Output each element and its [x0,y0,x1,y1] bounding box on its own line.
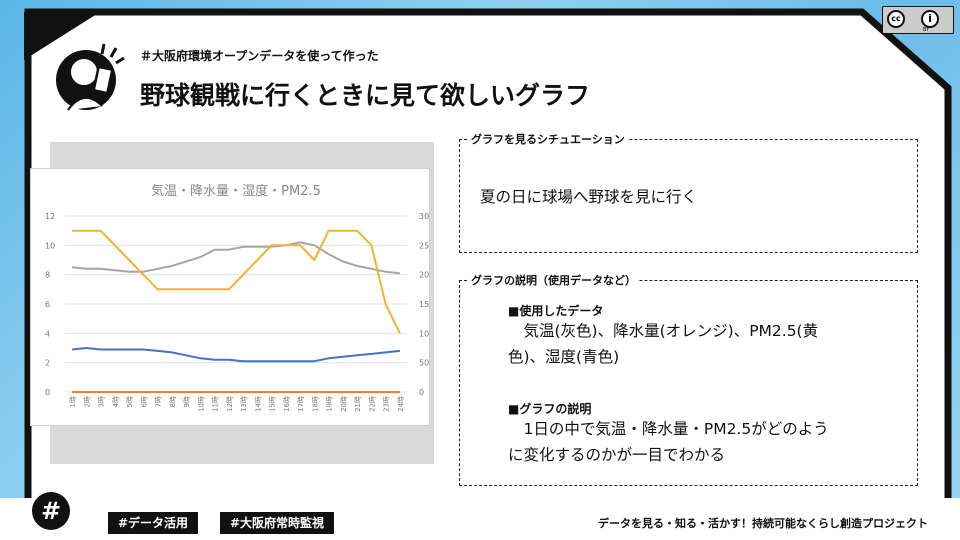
header-tagline: ＃大阪府環境オープンデータを使って作った [140,49,379,63]
line-chart: 気温・降水量・湿度・PM2.5 0 2 4 6 8 10 12 0 50 100 150 200 250 3… [45,183,429,412]
by-label: BY [923,27,930,33]
y-right-tick-label: 0 [419,388,424,397]
y-left-tick-label: 12 [45,212,55,221]
situation-label: グラフを見るシチュエーション [468,131,628,147]
x-tick-label: 23時 [383,396,391,412]
x-tick-label: 18時 [311,396,319,412]
y-right-tick-label: 250 [419,241,429,250]
chart-card: 気温・降水量・湿度・PM2.5 0 2 4 6 8 10 12 0 50 100 150 200 250 3… [30,168,430,426]
description-label: グラフの説明（使用データなど） [468,272,639,288]
x-tick-label: 15時 [269,396,277,412]
x-tick-label: 17時 [297,396,305,412]
explain-heading: ■グラフの説明 [508,402,592,416]
x-tick-label: 14時 [254,396,262,412]
y-right-tick-label: 100 [419,329,429,338]
chart-title: 気温・降水量・湿度・PM2.5 [151,183,321,199]
x-tick-label: 11時 [212,396,220,412]
x-tick-label: 21時 [354,396,362,412]
x-tick-label: 7時 [155,396,163,407]
explain-line-2: に変化するのかが一目でわかる [508,446,726,464]
x-tick-label: 1時 [69,396,77,407]
x-tick-label: 12時 [226,396,234,412]
x-tick-label: 2時 [83,396,91,407]
series-line [71,347,401,363]
y-left-tick-label: 6 [45,300,50,309]
tag-data-usage[interactable]: #データ活用 [108,512,199,534]
x-tick-label: 10時 [197,396,205,412]
situation-text: 夏の日に球場へ野球を見に行く [480,188,698,206]
x-tick-label: 20時 [340,396,348,412]
description-box [459,280,918,486]
x-tick-label: 3時 [98,396,106,407]
situation-box [459,139,918,253]
hash-logo: # [32,492,70,530]
tag-osaka-monitoring[interactable]: #大阪府常時監視 [220,512,335,534]
y-left-tick-label: 2 [45,359,50,368]
x-tick-label: 5時 [126,396,134,407]
series-line [71,241,401,275]
y-right-tick-label: 50 [419,359,429,368]
y-left-tick-label: 8 [45,271,50,280]
x-tick-label: 22時 [368,396,376,412]
person-phone-icon [56,43,125,111]
x-tick-label: 19時 [326,396,334,412]
cc-license-badge: cc i BY [882,6,954,34]
x-tick-label: 8時 [169,396,177,407]
x-tick-label: 13時 [240,396,248,412]
data-heading: ■使用したデータ [508,304,604,318]
x-tick-label: 24時 [397,396,405,412]
explain-line-1: 1日の中で気温・降水量・PM2.5がどのよう [508,420,829,438]
y-right-tick-label: 300 [419,212,429,221]
x-tick-label: 6時 [140,396,148,407]
y-left-tick-label: 4 [45,329,50,338]
data-line-2: 色)、湿度(青色) [508,348,620,366]
y-left-tick-label: 10 [45,241,55,250]
page-title: 野球観戦に行くときに見て欲しいグラフ [140,81,591,110]
x-tick-label: 16時 [283,396,291,412]
x-tick-label: 4時 [112,396,120,407]
y-right-tick-label: 150 [419,300,429,309]
data-line-1: 気温(灰色)、降水量(オレンジ)、PM2.5(黄 [508,322,819,340]
person-icon: i [921,10,939,28]
x-tick-label: 9時 [183,396,191,407]
series-line [72,229,401,334]
cc-icon: cc [887,10,905,28]
y-right-tick-label: 200 [419,271,429,280]
project-name: データを見る・知る・活かす！持続可能なくらし創造プロジェクト [598,517,928,530]
y-left-tick-label: 0 [45,388,50,397]
